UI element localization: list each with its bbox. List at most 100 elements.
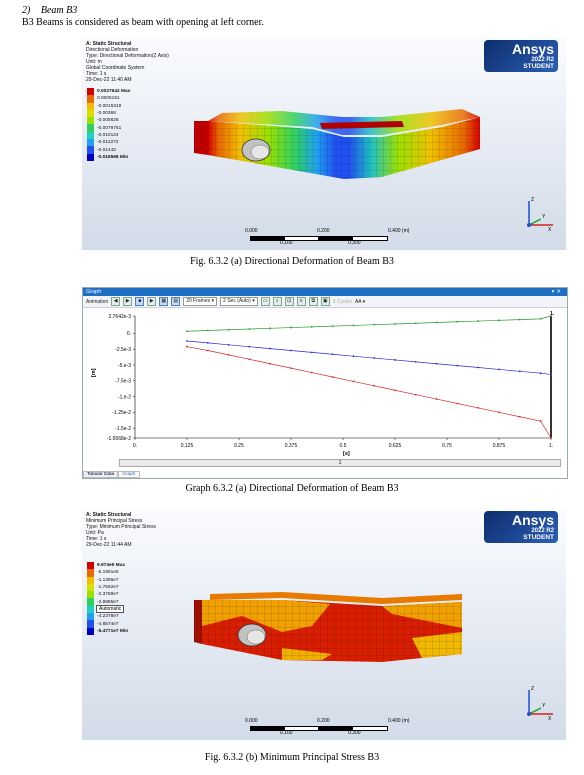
legend-entry: 9.974e5 Max bbox=[87, 562, 128, 570]
header-line: Directional Deformation bbox=[86, 47, 139, 53]
legend-label: -1.1396e7 bbox=[97, 577, 119, 583]
data-point bbox=[290, 326, 292, 329]
x-tick-label: 0.875 bbox=[493, 443, 506, 449]
data-point bbox=[310, 325, 313, 328]
intro-paragraph: B3 Beams is considered as beam with open… bbox=[22, 17, 264, 28]
loading-plate bbox=[320, 121, 404, 129]
frames-select[interactable]: 20 Frames ▾ bbox=[183, 297, 218, 306]
data-point bbox=[227, 354, 230, 356]
header-line: Time: 1 s bbox=[86, 71, 107, 77]
chart-lines-icon[interactable]: ≡ bbox=[296, 297, 306, 306]
length-scale-bar: 0.000 0.200 0.400 (m) 0.100 0.300 bbox=[242, 718, 409, 738]
data-point bbox=[550, 373, 552, 376]
x-axis-label: [s] bbox=[343, 451, 350, 457]
y-tick-label: -1.25e-2 bbox=[112, 410, 131, 416]
speed-select[interactable]: 2 Sec (Auto) ▾ bbox=[220, 297, 258, 306]
data-point bbox=[290, 367, 292, 370]
legend-auto-input[interactable]: Automatic bbox=[96, 605, 125, 613]
data-point bbox=[352, 355, 355, 358]
contour-legend: 9.974e5 Max -5.1991e6 -1.1396e7 -1.7592e7 -2… bbox=[87, 562, 128, 635]
export-video-icon[interactable]: ▭ bbox=[260, 297, 270, 306]
data-point bbox=[269, 362, 272, 365]
legend-label: -5.4771e7 Min bbox=[97, 628, 129, 634]
legend-label: -0.01442 bbox=[97, 147, 116, 153]
legend-entry: 0.0006161 bbox=[87, 95, 130, 103]
legend-entry: -0.0015319 bbox=[87, 102, 130, 110]
graph-title-bar: Graph ▾✕ bbox=[83, 288, 567, 296]
step-forward-icon[interactable]: ▶ bbox=[147, 297, 157, 306]
legend-swatch bbox=[87, 117, 94, 125]
data-point bbox=[539, 372, 542, 375]
zoom-icon[interactable]: ⌕ bbox=[272, 297, 282, 306]
section-heading: 2) Beam B3 bbox=[22, 5, 77, 16]
legend-swatch bbox=[87, 124, 94, 132]
figure-caption: Fig. 6.3.2 (a) Directional Deformation o… bbox=[190, 256, 394, 267]
data-point bbox=[248, 345, 251, 348]
header-line: Minimum Principal Stress bbox=[86, 518, 143, 524]
data-point bbox=[373, 323, 376, 326]
legend-entry: -0.0079761 bbox=[87, 124, 130, 132]
stress-viewport: A: Static Structural Minimum Principal St… bbox=[82, 508, 566, 740]
scale-label: 0.000 bbox=[245, 718, 258, 724]
x-tick-label: 0.625 bbox=[389, 443, 402, 449]
svg-text:Y: Y bbox=[542, 214, 546, 220]
tab-graph[interactable]: Graph bbox=[118, 471, 140, 478]
data-point bbox=[206, 329, 209, 332]
y-tick-label: -5.e-3 bbox=[118, 363, 131, 369]
legend-label: -0.00368 bbox=[97, 111, 116, 117]
x-tick-label: 0.125 bbox=[181, 443, 194, 449]
step-back-icon[interactable]: ◀ bbox=[111, 297, 121, 306]
header-line: A: Static Structural bbox=[86, 512, 132, 518]
brand-name: Ansys bbox=[511, 41, 554, 57]
legend-entry bbox=[87, 605, 128, 614]
legend-entry: -1.7592e7 bbox=[87, 583, 128, 592]
tab-tabular-data[interactable]: Tabular Data bbox=[83, 471, 119, 478]
scale-label: 0.300 bbox=[348, 240, 361, 246]
graph-window-title: Graph bbox=[86, 289, 102, 295]
legend-entry: -0.005828 bbox=[87, 117, 130, 125]
legend-swatch bbox=[87, 613, 94, 621]
data-point bbox=[477, 366, 480, 369]
header-line: Unit: Pa bbox=[86, 530, 104, 536]
y-tick-label: -2.5e-3 bbox=[115, 347, 131, 353]
data-point bbox=[331, 353, 334, 356]
legend-entry: -2.3788e7 bbox=[87, 591, 128, 599]
copy-icon[interactable]: ⧉ bbox=[308, 297, 318, 306]
header-line: Time: 1 s bbox=[86, 536, 107, 542]
scale-label: 0.400 (m) bbox=[388, 718, 410, 724]
scale-label: 0.100 bbox=[280, 240, 293, 246]
data-point bbox=[414, 393, 417, 396]
header-line: Type: Minimum Principal Stress bbox=[86, 524, 157, 530]
play-icon[interactable]: ▶ bbox=[123, 297, 133, 306]
ansys-logo: Ansys 2022 R2 STUDENT bbox=[484, 511, 558, 543]
antialias-toggle[interactable]: AA ▾ bbox=[354, 298, 366, 305]
data-point bbox=[331, 376, 334, 378]
save-icon[interactable]: ▣ bbox=[320, 297, 330, 306]
cycles-control[interactable]: 3 Cycles bbox=[332, 298, 352, 305]
stop-icon[interactable]: ■ bbox=[135, 297, 145, 306]
data-point bbox=[518, 318, 521, 321]
animation-label: Animation bbox=[86, 298, 109, 305]
legend-label: -1.7592e7 bbox=[97, 585, 119, 591]
frame-strip[interactable]: 1 bbox=[119, 459, 561, 467]
result-frames-icon[interactable]: ▤ bbox=[171, 297, 181, 306]
data-point bbox=[518, 370, 521, 373]
distributed-frames-icon[interactable]: ▦ bbox=[159, 297, 169, 306]
brand-edition: STUDENT bbox=[523, 63, 554, 70]
zoom-to-fit-icon[interactable]: ⊡ bbox=[284, 297, 294, 306]
data-point bbox=[498, 319, 500, 322]
data-point bbox=[539, 317, 542, 320]
data-point bbox=[394, 359, 396, 361]
pin-icon[interactable]: ▾ bbox=[551, 289, 557, 295]
close-icon[interactable]: ✕ bbox=[556, 289, 563, 295]
data-point bbox=[310, 371, 313, 374]
svg-text:Y: Y bbox=[542, 703, 546, 709]
data-point bbox=[248, 328, 251, 330]
legend-label: -0.0079761 bbox=[97, 125, 122, 131]
data-point bbox=[498, 368, 500, 371]
legend-entry: -1.1396e7 bbox=[87, 576, 128, 584]
scale-label: 0.100 bbox=[280, 730, 293, 736]
data-point bbox=[290, 349, 292, 352]
legend-swatch bbox=[87, 605, 94, 614]
axis-triad-icon: Z X Y bbox=[527, 197, 553, 233]
